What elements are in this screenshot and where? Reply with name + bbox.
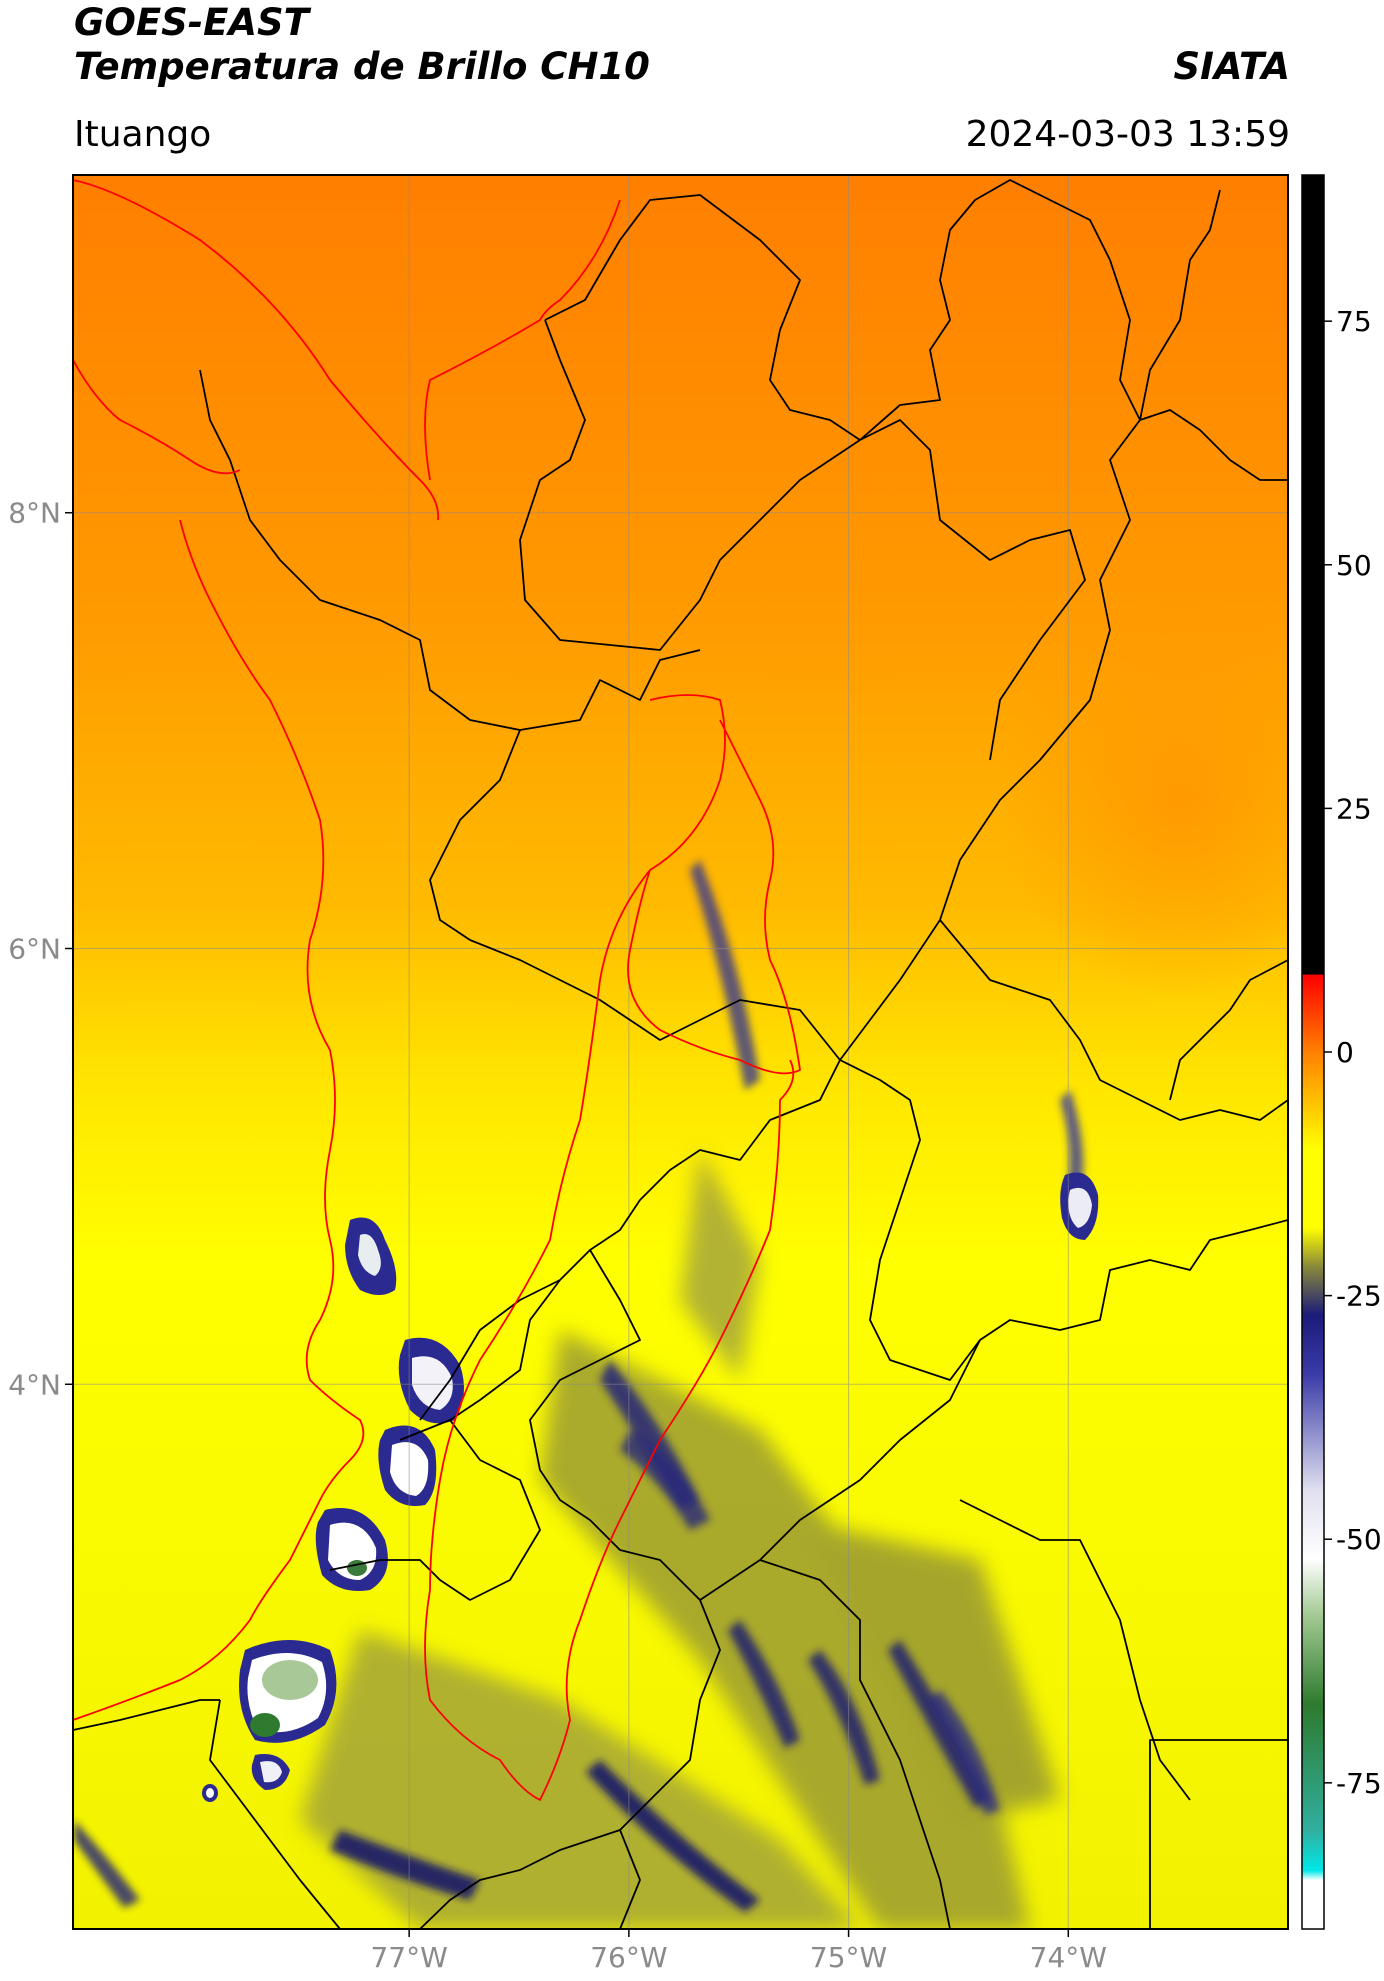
warm-region-east	[1000, 600, 1288, 1000]
convective-cells	[202, 1172, 1099, 1802]
graticule	[73, 175, 1288, 1929]
lat-tick-label: 8°N	[8, 497, 61, 530]
colorbar-gradient	[1301, 174, 1325, 1930]
product-title: Temperatura de Brillo CH10	[74, 45, 650, 88]
cold-cloud-streaks	[74, 860, 1084, 1912]
lon-tick-label: 75°W	[810, 1941, 887, 1974]
department-boundaries	[73, 179, 1288, 1929]
location-label: Ituango	[74, 114, 212, 155]
satellite-title: GOES-EAST	[74, 1, 309, 44]
latitude-tick-labels: 8°N 6°N 4°N	[8, 497, 73, 1401]
lat-tick-label: 4°N	[8, 1368, 61, 1401]
longitude-tick-labels: 77°W 76°W 75°W 74°W	[370, 1929, 1107, 1974]
colorbar-tick-label: -75	[1336, 1767, 1382, 1800]
colorbar-tick-label: 75	[1336, 305, 1372, 338]
colorbar-tick-label: -50	[1336, 1523, 1382, 1556]
lon-tick-label: 76°W	[590, 1941, 667, 1974]
lon-tick-label: 77°W	[370, 1941, 447, 1974]
lat-tick-label: 6°N	[8, 933, 61, 966]
colorbar-tick-label: 0	[1336, 1036, 1354, 1069]
map-field	[73, 175, 1288, 1929]
colorbar-ticks: 75 50 25 0 -25 -50 -75	[1324, 305, 1382, 1800]
datetime-label: 2024-03-03 13:59	[965, 114, 1290, 155]
colorbar: 75 50 25 0 -25 -50 -75	[1301, 174, 1382, 1930]
map-frame	[72, 174, 1289, 1930]
colorbar-tick-label: -25	[1336, 1280, 1382, 1313]
colorbar-tick-label: 25	[1336, 792, 1372, 825]
source-label: SIATA	[1173, 45, 1290, 88]
coastline-and-basin	[73, 179, 801, 1801]
colorbar-tick-label: 50	[1336, 549, 1372, 582]
lon-tick-label: 74°W	[1030, 1941, 1107, 1974]
